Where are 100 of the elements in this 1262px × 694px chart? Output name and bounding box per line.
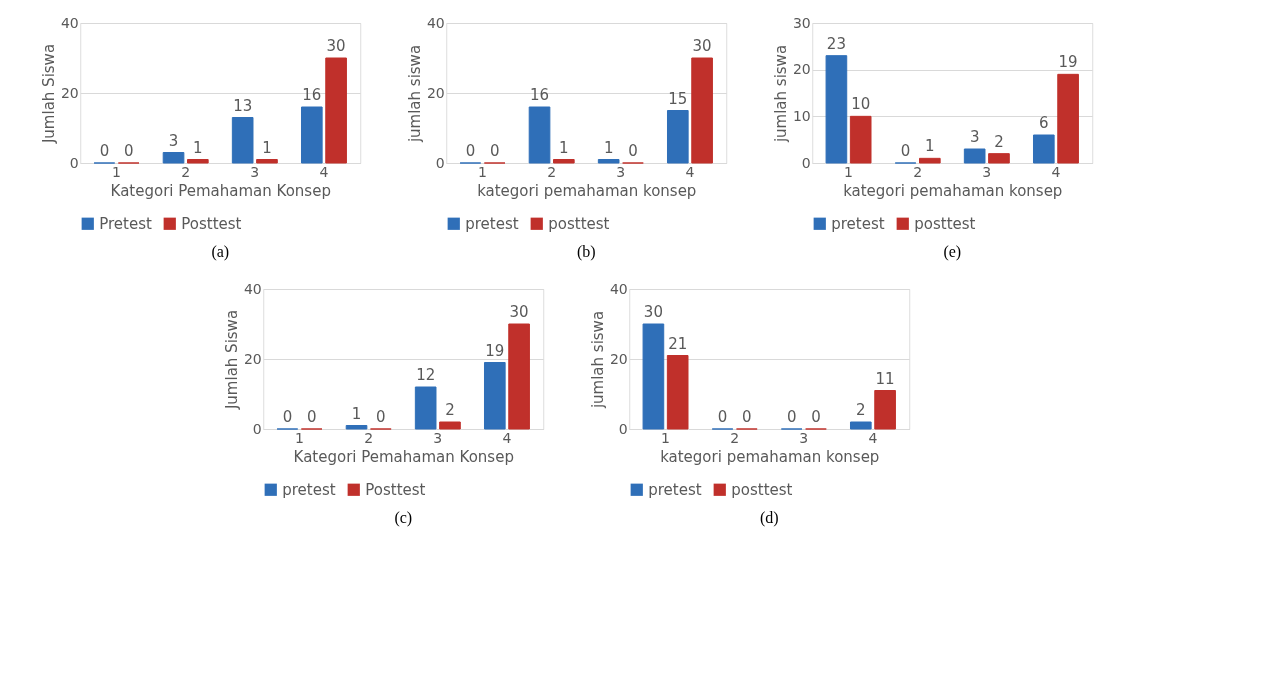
data-label: 0 bbox=[282, 408, 293, 426]
x-tick-label: 2 bbox=[181, 163, 191, 180]
data-label: 2 bbox=[994, 132, 1004, 151]
y-axis-title: jumlah siswa bbox=[405, 44, 424, 144]
text: (e) bbox=[943, 243, 962, 261]
data-label: 0 bbox=[717, 408, 728, 426]
legend-label: posttest bbox=[548, 214, 610, 233]
data-label: 30 bbox=[692, 37, 712, 55]
data-label: 30 bbox=[509, 303, 529, 321]
bar bbox=[666, 355, 689, 430]
legend-label: Posttest bbox=[365, 480, 426, 499]
legend-label: pretest bbox=[648, 480, 702, 499]
bar bbox=[849, 115, 872, 164]
x-tick-label: 1 bbox=[478, 163, 488, 180]
bar bbox=[825, 55, 848, 164]
data-label: 1 bbox=[351, 404, 362, 423]
x-tick-label: 4 bbox=[502, 429, 512, 446]
x-tick-label: 1 bbox=[112, 163, 122, 180]
bar bbox=[919, 157, 941, 164]
x-tick-label: 2 bbox=[730, 429, 740, 446]
bar bbox=[256, 159, 278, 164]
bar bbox=[1057, 73, 1079, 164]
data-label: 0 bbox=[99, 142, 110, 160]
bar bbox=[187, 159, 209, 164]
y-tick-label: 20 bbox=[792, 61, 811, 78]
x-tick-label: 2 bbox=[913, 163, 923, 180]
text: (c) bbox=[394, 509, 413, 527]
x-axis-title: Kategori Pemahaman Konsep bbox=[293, 447, 514, 466]
data-label: 6 bbox=[1039, 114, 1049, 132]
x-tick-label: 2 bbox=[547, 163, 557, 180]
data-label: 10 bbox=[851, 95, 871, 114]
y-tick-label: 20 bbox=[426, 84, 445, 101]
text: (d) bbox=[759, 509, 779, 527]
x-tick-label: 4 bbox=[685, 163, 695, 180]
bar bbox=[597, 159, 620, 164]
data-label: 1 bbox=[603, 138, 614, 157]
data-label: 16 bbox=[529, 86, 550, 104]
x-tick-label: 3 bbox=[433, 429, 443, 446]
y-tick-label: 40 bbox=[243, 280, 262, 297]
x-tick-label: 1 bbox=[844, 163, 854, 180]
data-label: 0 bbox=[123, 142, 134, 160]
x-tick-label: 4 bbox=[1051, 163, 1061, 180]
bar bbox=[345, 425, 368, 430]
x-tick-label: 3 bbox=[799, 429, 809, 446]
data-label: 0 bbox=[465, 142, 476, 160]
y-axis-title: jumlah siswa bbox=[771, 44, 790, 144]
bar bbox=[528, 106, 551, 164]
data-label: 0 bbox=[376, 408, 386, 426]
data-label: 21 bbox=[668, 334, 688, 353]
data-label: 11 bbox=[875, 369, 895, 388]
data-label: 0 bbox=[306, 408, 317, 426]
data-label: 15 bbox=[668, 89, 688, 108]
data-label: 3 bbox=[969, 128, 980, 146]
bar bbox=[325, 57, 347, 164]
bar bbox=[691, 57, 713, 164]
x-axis-title: Kategori Pemahaman Konsep bbox=[110, 181, 331, 200]
legend-label: posttest bbox=[731, 480, 793, 499]
x-tick-label: 4 bbox=[868, 429, 878, 446]
bar bbox=[642, 323, 665, 430]
x-tick-label: 3 bbox=[982, 163, 992, 180]
y-tick-label: 0 bbox=[801, 154, 811, 171]
x-tick-label: 2 bbox=[364, 429, 374, 446]
bar bbox=[963, 148, 986, 164]
x-axis-title: kategori pemahaman konsep bbox=[660, 447, 880, 466]
data-label: 1 bbox=[262, 138, 272, 157]
bar bbox=[508, 323, 530, 430]
data-label: 0 bbox=[742, 408, 752, 426]
x-axis-title: kategori pemahaman konsep bbox=[843, 181, 1063, 200]
bar bbox=[988, 153, 1010, 164]
y-tick-label: 10 bbox=[792, 107, 811, 124]
data-label: 12 bbox=[416, 366, 436, 384]
x-tick-label: 4 bbox=[319, 163, 329, 180]
bar bbox=[666, 110, 689, 164]
text: (b) bbox=[576, 243, 596, 261]
data-label: 1 bbox=[193, 138, 203, 157]
data-label: 30 bbox=[326, 37, 346, 55]
legend-label: Pretest bbox=[99, 214, 153, 233]
y-tick-label: 20 bbox=[609, 350, 628, 367]
data-label: 23 bbox=[826, 34, 846, 53]
y-tick-label: 0 bbox=[252, 420, 262, 437]
y-tick-label: 40 bbox=[426, 14, 445, 31]
text: (a) bbox=[211, 243, 230, 261]
data-label: 0 bbox=[900, 142, 911, 160]
x-axis-title: kategori pemahaman konsep bbox=[477, 181, 697, 200]
y-tick-label: 40 bbox=[609, 280, 628, 297]
bar bbox=[300, 106, 323, 164]
x-tick-label: 3 bbox=[250, 163, 260, 180]
data-label: 19 bbox=[485, 341, 505, 360]
bar bbox=[231, 117, 254, 164]
y-tick-label: 0 bbox=[69, 154, 79, 171]
data-label: 1 bbox=[925, 137, 935, 156]
y-tick-label: 20 bbox=[243, 350, 262, 367]
data-label: 2 bbox=[445, 401, 455, 419]
bar bbox=[1032, 134, 1055, 164]
x-tick-label: 1 bbox=[295, 429, 305, 446]
legend-label: pretest bbox=[465, 214, 519, 233]
data-label: 2 bbox=[856, 401, 866, 419]
y-axis-title: jumlah siswa bbox=[588, 310, 607, 410]
data-label: 19 bbox=[1058, 53, 1078, 72]
bar bbox=[553, 159, 575, 164]
